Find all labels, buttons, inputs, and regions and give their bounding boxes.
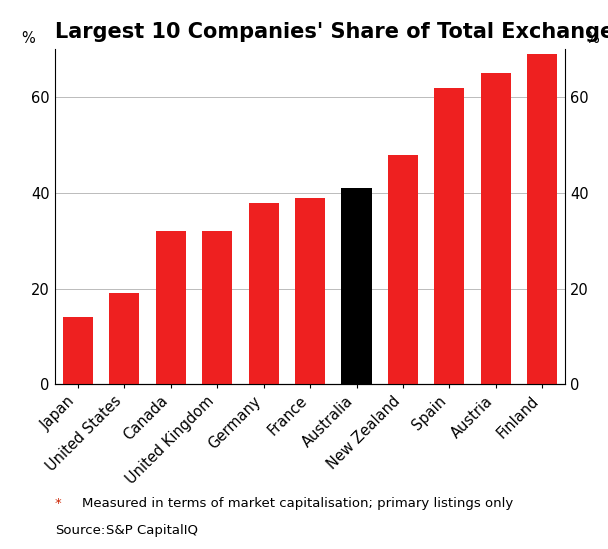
Bar — [63, 317, 93, 384]
Bar — [249, 203, 278, 384]
Text: Measured in terms of market capitalisation; primary listings only: Measured in terms of market capitalisati… — [82, 497, 513, 510]
Text: S&P CapitalIQ: S&P CapitalIQ — [106, 524, 198, 537]
Bar — [109, 293, 139, 384]
Bar — [388, 155, 418, 384]
Bar — [342, 188, 371, 384]
Text: %: % — [21, 31, 35, 46]
Bar — [527, 54, 558, 384]
Bar — [202, 231, 232, 384]
Text: Largest 10 Companies' Share of Total Exchange*: Largest 10 Companies' Share of Total Exc… — [55, 23, 608, 42]
Bar — [156, 231, 186, 384]
Bar — [481, 74, 511, 384]
Bar — [295, 198, 325, 384]
Text: %: % — [585, 31, 599, 46]
Text: *: * — [55, 497, 61, 510]
Bar — [434, 88, 465, 384]
Text: Source:: Source: — [55, 524, 105, 537]
